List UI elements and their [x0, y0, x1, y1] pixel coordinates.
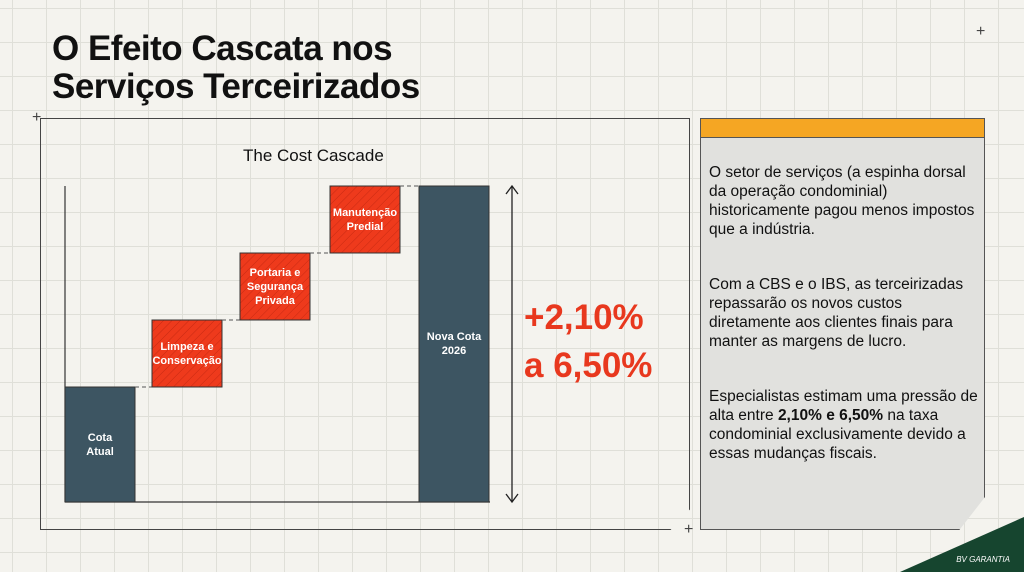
bar-0: [64, 386, 136, 503]
bar-label: Limpeza e Conservação: [152, 340, 222, 368]
crosshair-mark: +: [976, 23, 986, 40]
bar-label-line: Limpeza e: [160, 340, 214, 353]
bar-label-line: Manutenção: [332, 206, 398, 219]
bar-label: Portaria e Segurança Privada: [240, 266, 310, 308]
crosshair-mark: +: [684, 521, 694, 538]
bar-label-line: 2026: [441, 345, 467, 357]
bar-label-line: Predial: [346, 220, 384, 233]
bar-label-line: Nova Cota: [426, 331, 482, 343]
bar-2: [239, 252, 311, 321]
bar-label: Cota Atual: [65, 431, 135, 459]
panel-paragraph-3: Especialistas estimam uma pressão de alt…: [709, 388, 978, 462]
brand-corner: [900, 517, 1024, 572]
arrow-head-bottom: [505, 493, 519, 504]
bar-label: Manutenção Predial: [330, 206, 400, 234]
info-panel: O setor de serviços (a espinha dorsal da…: [700, 118, 985, 530]
panel-header-bar: [701, 119, 984, 138]
bar-label: Nova Cota 2026: [419, 330, 489, 358]
bar-label-line: Segurança: [246, 280, 304, 293]
bar-label-line: Privada: [255, 294, 295, 307]
crosshair-mark: +: [32, 109, 42, 126]
chart-frame: [40, 118, 690, 530]
page-title: O Efeito Cascata nos Serviços Terceirizad…: [52, 29, 420, 106]
bar-3: [329, 185, 401, 254]
brand-logo: BV GARANTIA: [956, 555, 1010, 564]
chart-title: The Cost Cascade: [243, 146, 384, 165]
panel-paragraph-2: Com a CBS e o IBS, as terceirizadas repa…: [709, 276, 964, 350]
panel-paragraph-1: O setor de serviços (a espinha dorsal da…: [709, 164, 975, 238]
increase-annotation: +2,10% a 6,50%: [524, 298, 653, 385]
bar-1: [151, 319, 223, 388]
bar-label-line: Portaria e: [249, 266, 301, 279]
bar-label-line: Atual: [86, 445, 114, 458]
bar-label-line: Cota: [87, 431, 113, 444]
bar-4: [418, 185, 490, 503]
arrow-head-top: [505, 184, 519, 195]
bar-label-line: Conservação: [152, 354, 222, 367]
